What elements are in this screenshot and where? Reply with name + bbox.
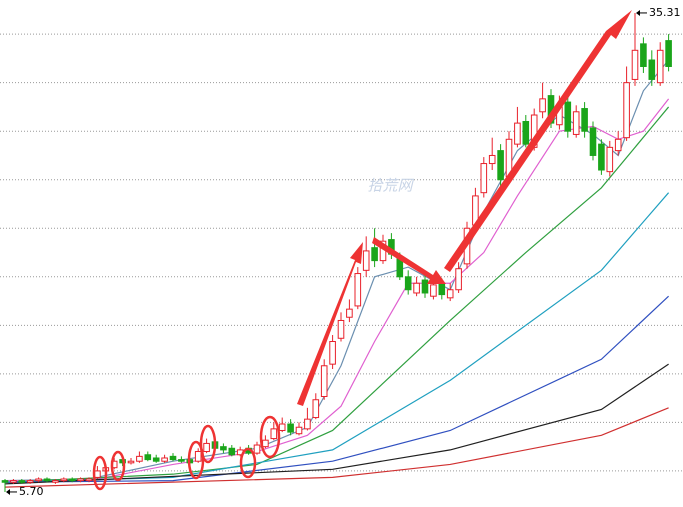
candle-body <box>598 143 605 171</box>
candle-body <box>572 111 580 135</box>
candle-body <box>539 98 546 113</box>
candle-body <box>614 138 622 152</box>
candle-body <box>522 120 530 145</box>
candle-body <box>631 49 639 80</box>
candle-body <box>656 49 664 84</box>
candle-body <box>270 428 278 440</box>
candle-body <box>514 122 521 145</box>
candle-body <box>589 127 597 156</box>
candle-body <box>606 146 614 173</box>
arrow <box>372 237 446 284</box>
candle-body <box>446 289 454 299</box>
moving-average-line <box>4 363 669 485</box>
annotation-label: 5.70 <box>19 485 44 498</box>
candle-body <box>295 426 303 435</box>
candle-body <box>354 273 362 307</box>
annotation-arrowhead <box>636 9 640 16</box>
candle-body <box>497 150 504 181</box>
candle-body <box>346 308 353 318</box>
candle-body <box>640 43 647 67</box>
candle-body <box>581 108 588 132</box>
moving-average-line <box>4 106 670 483</box>
candle-body <box>26 480 34 483</box>
circle <box>92 455 108 491</box>
candle-body <box>18 480 26 483</box>
candle-body <box>253 444 261 454</box>
candle-body <box>413 282 420 294</box>
highlight-circles <box>92 415 281 491</box>
candle-body <box>430 284 437 297</box>
circle <box>239 447 257 479</box>
circle <box>187 440 205 480</box>
candle-body <box>312 399 320 419</box>
candle-body <box>278 423 286 431</box>
candle-body <box>228 447 236 456</box>
candle-body <box>648 59 656 80</box>
candle-body <box>421 279 429 294</box>
candle-body <box>35 478 42 482</box>
candle-body <box>287 423 294 433</box>
candle-body <box>161 457 168 462</box>
circle <box>259 415 281 459</box>
candle-body <box>480 163 488 194</box>
candle-body <box>404 276 412 291</box>
annotation-arrowhead <box>6 488 10 495</box>
candle-body <box>438 282 446 296</box>
candle-body <box>85 478 93 482</box>
candle-body <box>362 250 370 271</box>
candle-body <box>68 478 76 482</box>
candle-body <box>320 365 328 398</box>
candle-body <box>329 341 336 365</box>
candle-body <box>77 478 84 482</box>
arrow <box>444 10 632 272</box>
candle-body <box>455 268 462 291</box>
candle-body <box>371 247 378 262</box>
candle-body <box>488 154 496 165</box>
candle-body <box>136 455 143 462</box>
candle-body <box>43 478 51 482</box>
candle-body <box>152 457 160 462</box>
candle-body <box>220 446 227 451</box>
candle-body <box>94 470 101 478</box>
arrow <box>297 242 363 406</box>
watermark: 拾荒网 <box>367 177 414 195</box>
candle-body <box>665 40 672 67</box>
candle-body <box>127 460 135 464</box>
moving-average-line <box>4 295 670 483</box>
circle <box>199 424 217 464</box>
trend-arrows <box>297 10 632 406</box>
candle-body <box>52 480 59 483</box>
candle-body <box>194 451 202 462</box>
candle-body <box>623 82 630 139</box>
annotation-label: 35.31 <box>649 6 681 19</box>
candle-body <box>60 478 68 482</box>
circle <box>110 450 126 482</box>
candle-body <box>178 459 185 462</box>
candle-body <box>10 480 17 483</box>
candle-body <box>169 455 177 461</box>
candle-body <box>1 480 9 483</box>
candle-body <box>262 439 269 448</box>
moving-average-line <box>4 407 669 488</box>
candle-body <box>337 319 345 339</box>
candle-body <box>564 101 572 132</box>
candle-body <box>304 418 311 430</box>
candle-body <box>144 454 152 461</box>
candle-body <box>203 442 210 453</box>
